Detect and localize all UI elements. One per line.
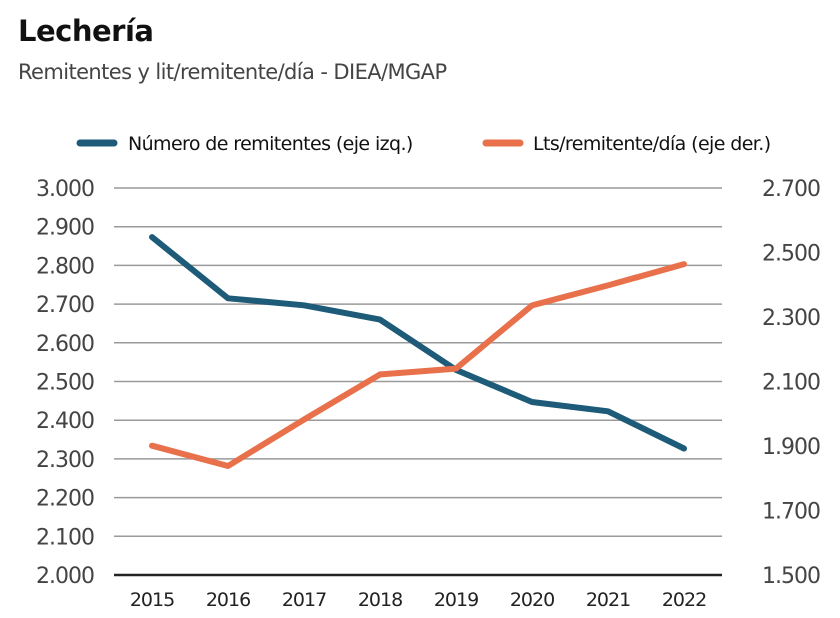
- legend: Número de remitentes (eje izq.) Lts/remit…: [76, 133, 771, 155]
- y-left-tick-label: 2.600: [36, 332, 94, 357]
- y-right-tick-label: 1.500: [762, 564, 820, 589]
- y-right-tick-label: 2.700: [762, 177, 820, 202]
- y-right-tick-label: 2.100: [762, 371, 820, 396]
- y-left-tick-label: 2.500: [36, 371, 94, 396]
- y-left-tick-label: 2.000: [36, 564, 94, 589]
- x-tick-label: 2017: [282, 589, 326, 611]
- y-right-tick-label: 2.500: [762, 242, 820, 267]
- x-tick-label: 2018: [358, 589, 402, 611]
- y-left-tick-label: 2.100: [36, 525, 94, 550]
- x-tick-label: 2019: [434, 589, 478, 611]
- y-right-tick-label: 1.700: [762, 500, 820, 525]
- y-left-tick-label: 2.400: [36, 409, 94, 434]
- y-left-tick-label: 2.800: [36, 254, 94, 279]
- x-tick-label: 2020: [510, 589, 554, 611]
- y-right-tick-label: 2.300: [762, 306, 820, 331]
- chart-subtitle: Remitentes y lit/remitente/día - DIEA/MG…: [18, 60, 447, 84]
- x-tick-label: 2022: [662, 589, 706, 611]
- y-right-tick-label: 1.900: [762, 435, 820, 460]
- y-axis-right: 1.500 1.700 1.900 2.100 2.300 2.500 2.700: [762, 177, 821, 589]
- x-tick-label: 2015: [130, 589, 174, 611]
- x-axis: 2015 2016 2017 2018 2019 2020 2021 2022: [130, 589, 707, 611]
- y-left-tick-label: 2.700: [36, 293, 94, 318]
- series-lines: [149, 234, 687, 469]
- legend-label: Número de remitentes (eje izq.): [128, 133, 413, 155]
- legend-label: Lts/remitente/día (eje der.): [533, 133, 771, 155]
- y-left-tick-label: 2.200: [36, 487, 94, 512]
- gridlines: [114, 187, 722, 577]
- y-left-tick-label: 2.900: [36, 216, 94, 241]
- x-tick-label: 2016: [206, 589, 250, 611]
- y-left-tick-label: 2.300: [36, 448, 94, 473]
- y-left-tick-label: 3.000: [36, 177, 94, 202]
- y-axis-left: 2.000 2.100 2.200 2.300 2.400 2.500 2.600 2.700…: [36, 177, 95, 589]
- chart-title: Lechería: [18, 14, 154, 48]
- series-line-lts-remitente-dia: [149, 261, 687, 469]
- x-tick-label: 2021: [586, 589, 630, 611]
- series-line-numero-remitentes: [149, 234, 687, 452]
